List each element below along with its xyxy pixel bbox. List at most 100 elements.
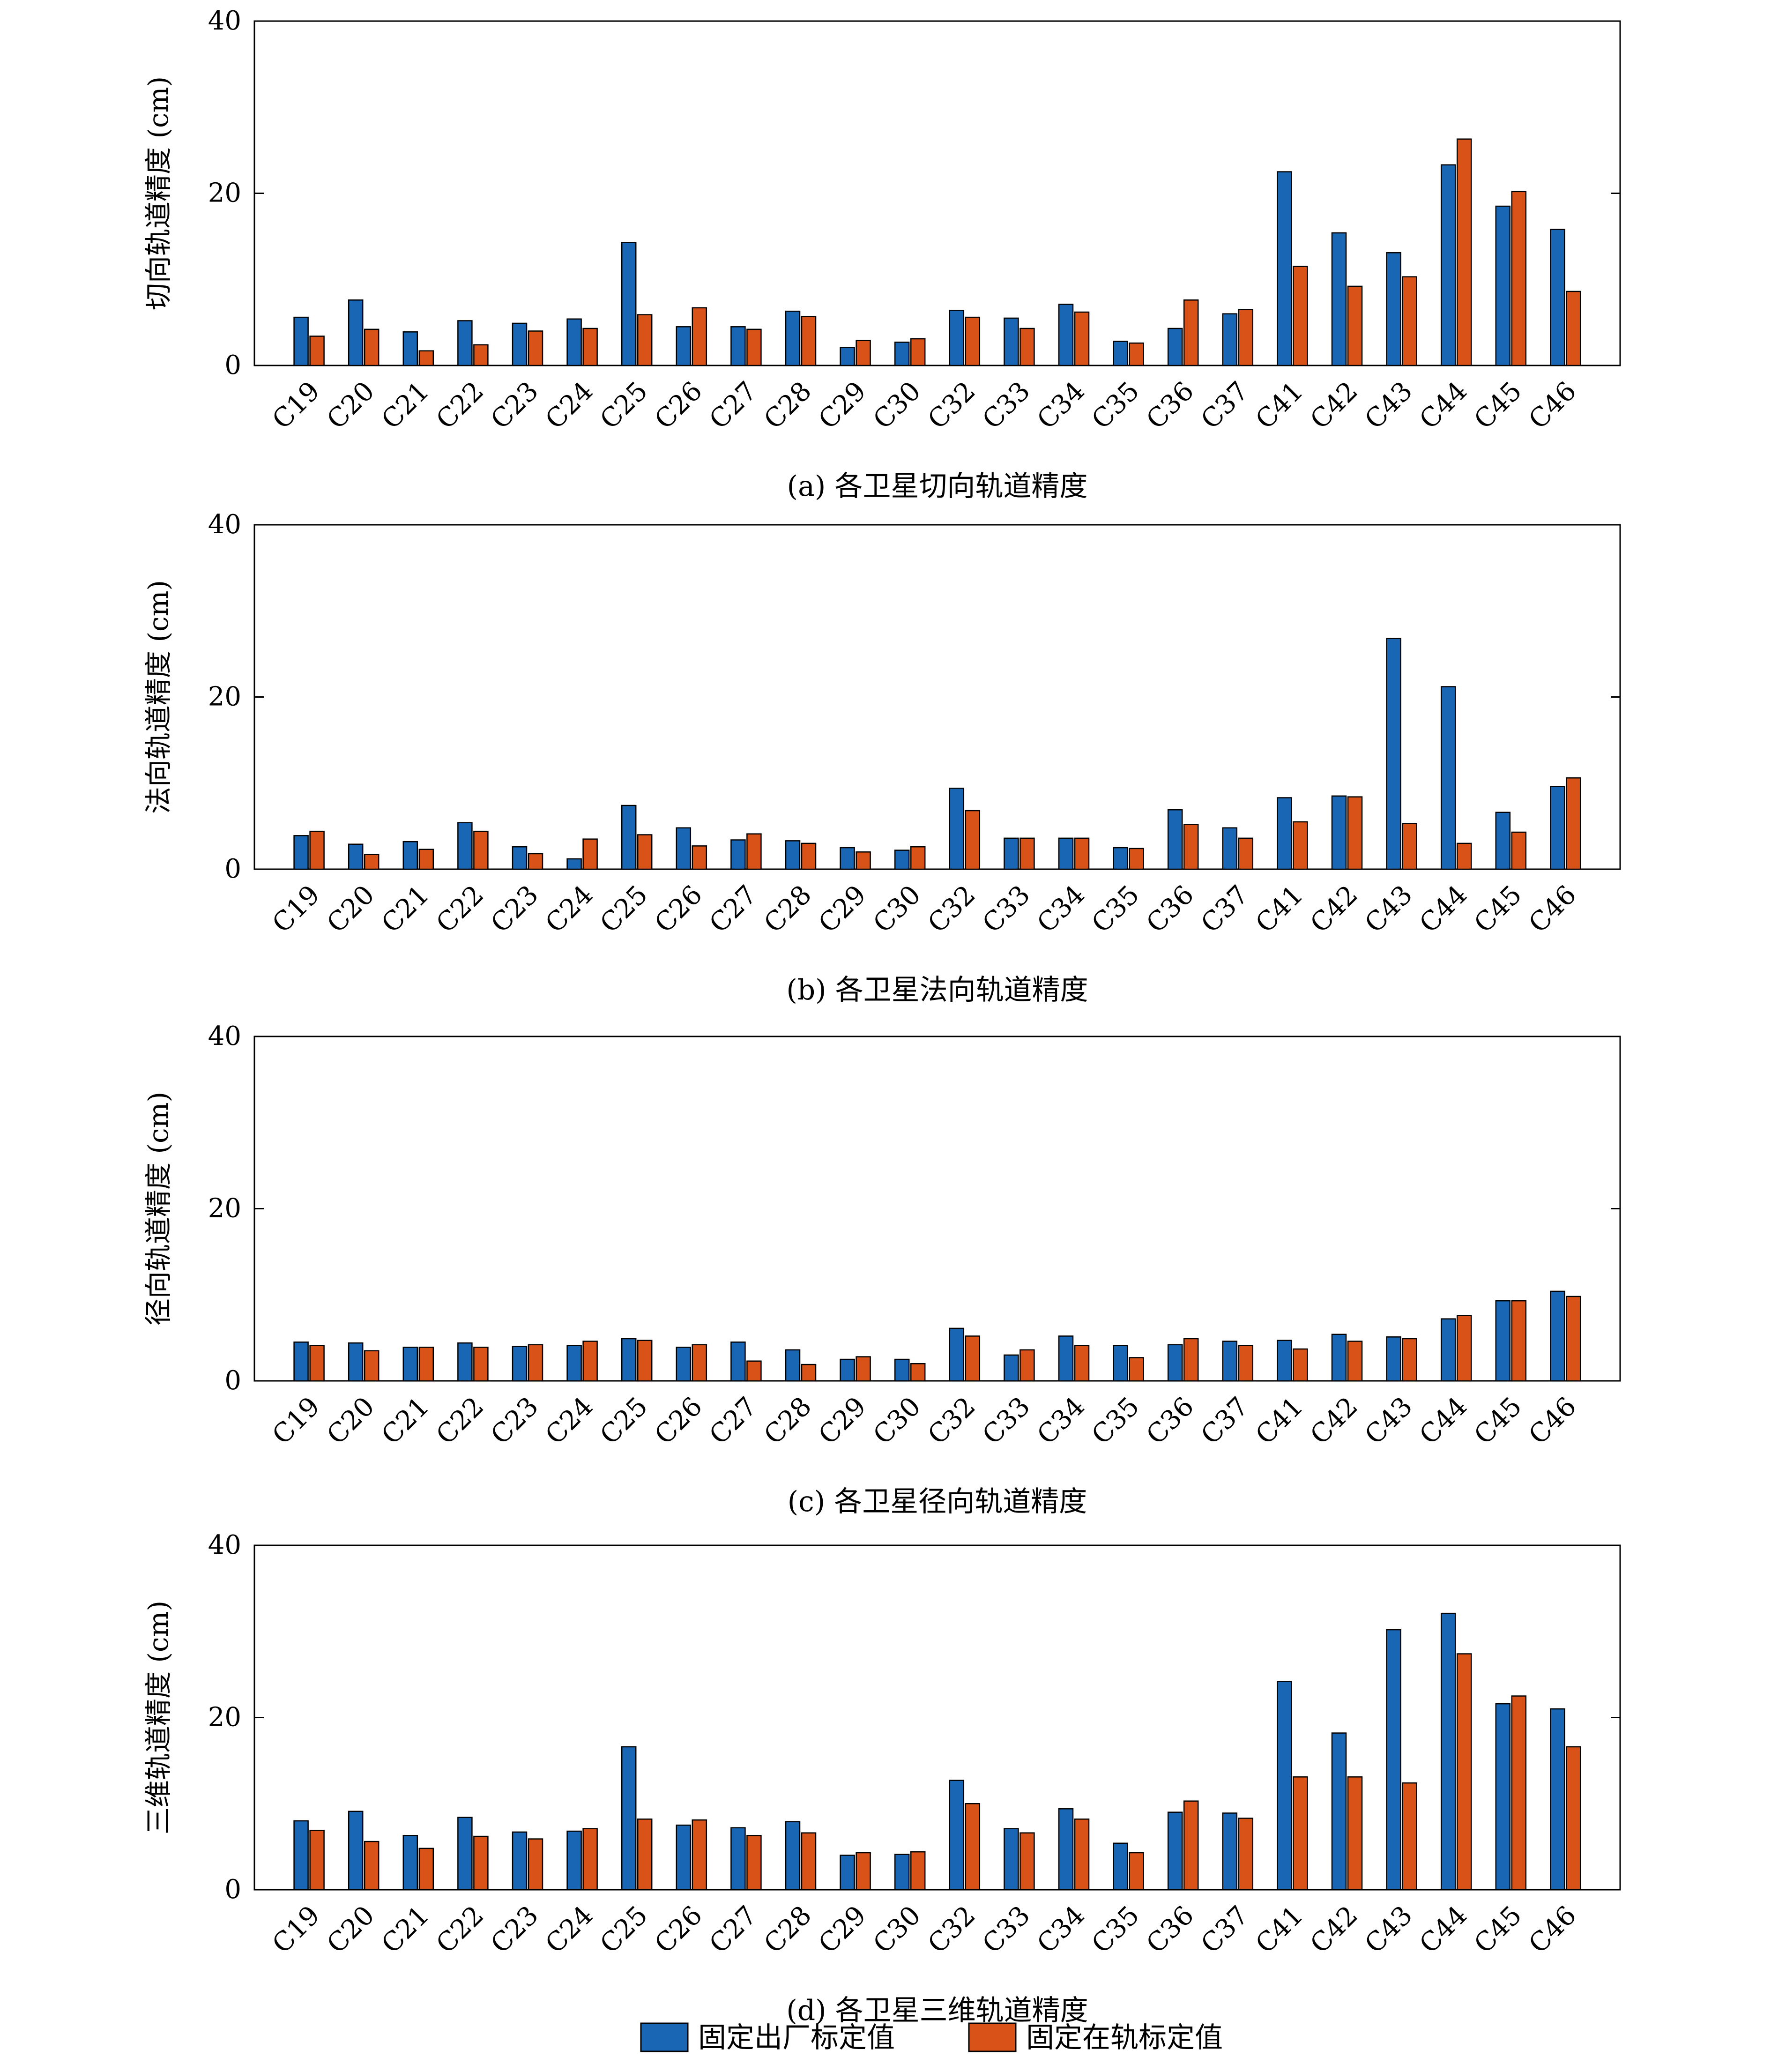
y-tick-label: 0 xyxy=(224,854,241,884)
x-tick-label: C45 xyxy=(1468,879,1528,939)
x-tick-label: C33 xyxy=(977,879,1036,939)
x-tick-label: C19 xyxy=(267,376,326,435)
bar-c43-series-1 xyxy=(1386,638,1401,870)
bar-c22-series-1 xyxy=(457,1342,473,1382)
chart-panel-3: 0 20 40 径向轨道精度 (cm) C19C20C21C22C23C24C25C26… xyxy=(142,1021,1621,1518)
bar-c46-series-1 xyxy=(1550,229,1565,366)
bar-c42-series-2 xyxy=(1347,285,1363,366)
bar-c29-series-2 xyxy=(856,1852,871,1891)
panel-caption: (c) 各卫星径向轨道精度 xyxy=(788,1485,1087,1518)
x-tick-label: C32 xyxy=(922,376,982,435)
x-tick-label: C35 xyxy=(1086,1900,1146,1960)
bar-c24-series-2 xyxy=(582,1341,598,1382)
bar-c37-series-2 xyxy=(1238,309,1254,366)
bar-c22-series-1 xyxy=(457,822,473,870)
bar-c19-series-1 xyxy=(293,1820,309,1891)
y-tick-label: 20 xyxy=(208,178,241,209)
y-tick-label: 0 xyxy=(224,1365,241,1396)
bar-c19-series-2 xyxy=(309,1829,325,1891)
bar-c34-series-1 xyxy=(1058,837,1074,870)
x-tick-label: C43 xyxy=(1359,1900,1419,1960)
bar-c25-series-2 xyxy=(637,314,653,366)
bar-c30-series-2 xyxy=(910,1851,926,1891)
x-tick-label: C46 xyxy=(1523,1900,1583,1960)
bar-c32-series-2 xyxy=(965,810,981,870)
x-tick-label: C46 xyxy=(1523,1391,1583,1451)
plot-frame xyxy=(253,1036,1621,1382)
x-tick-label: C44 xyxy=(1414,1900,1473,1960)
x-tick-label: C43 xyxy=(1359,1391,1419,1451)
x-tick-label: C23 xyxy=(485,1391,544,1451)
bar-c36-series-2 xyxy=(1183,1800,1199,1891)
bar-c24-series-1 xyxy=(566,858,582,870)
x-tick-label: C20 xyxy=(321,376,380,435)
x-tick-label: C34 xyxy=(1031,879,1091,939)
bar-c42-series-2 xyxy=(1347,796,1363,870)
x-tick-label: C35 xyxy=(1086,879,1146,939)
legend-swatch-2 xyxy=(968,2022,1017,2052)
bar-c28-series-2 xyxy=(801,1832,817,1891)
bar-c24-series-1 xyxy=(566,318,582,366)
bar-c20-series-2 xyxy=(364,1841,380,1891)
bar-c33-series-1 xyxy=(1004,837,1019,870)
bar-c33-series-2 xyxy=(1019,1349,1035,1382)
x-tick-label: C46 xyxy=(1523,376,1583,435)
x-tick-label: C41 xyxy=(1250,1391,1310,1451)
x-tick-label: C29 xyxy=(813,879,872,939)
bar-c33-series-2 xyxy=(1019,1832,1035,1891)
x-tick-label: C36 xyxy=(1140,879,1200,939)
x-tick-label: C22 xyxy=(431,376,490,435)
bar-c41-series-1 xyxy=(1277,1681,1292,1891)
bar-c42-series-1 xyxy=(1331,232,1347,366)
x-tick-label: C21 xyxy=(376,376,435,435)
chart-panel-4: 0 20 40 三维轨道精度 (cm) C19C20C21C22C23C24C25C26… xyxy=(142,1530,1621,2027)
bar-c44-series-1 xyxy=(1440,1612,1456,1891)
bar-c43-series-2 xyxy=(1402,1782,1417,1891)
x-tick-label: C43 xyxy=(1359,879,1419,939)
bar-c44-series-1 xyxy=(1440,1318,1456,1382)
bar-c26-series-2 xyxy=(692,1819,707,1891)
x-tick-label: C36 xyxy=(1140,376,1200,435)
x-tick-label: C27 xyxy=(704,879,763,939)
bar-c21-series-2 xyxy=(418,1848,434,1891)
bar-c42-series-2 xyxy=(1347,1341,1363,1382)
x-tick-label: C42 xyxy=(1304,1900,1364,1960)
x-tick-label: C25 xyxy=(594,879,654,939)
bar-c24-series-1 xyxy=(566,1345,582,1382)
x-tick-label: C44 xyxy=(1414,879,1473,939)
bar-c37-series-2 xyxy=(1238,1345,1254,1382)
bar-c26-series-1 xyxy=(676,1347,692,1382)
bar-c30-series-2 xyxy=(910,1363,926,1382)
x-tick-label: C37 xyxy=(1195,879,1255,939)
bar-c22-series-2 xyxy=(473,344,489,366)
bar-c44-series-2 xyxy=(1456,138,1472,366)
bar-c26-series-2 xyxy=(692,1344,707,1382)
x-tick-label: C20 xyxy=(321,879,380,939)
bar-c35-series-2 xyxy=(1129,848,1144,870)
bar-c28-series-1 xyxy=(785,1349,801,1382)
bar-c36-series-1 xyxy=(1167,1344,1183,1382)
bar-c42-series-1 xyxy=(1331,1732,1347,1891)
x-tick-label: C24 xyxy=(540,1900,599,1960)
bar-c44-series-2 xyxy=(1456,1315,1472,1382)
y-tick-label: 40 xyxy=(208,6,241,36)
bar-c25-series-1 xyxy=(621,1338,637,1382)
bar-c27-series-2 xyxy=(746,328,762,366)
x-tick-label: C30 xyxy=(867,1900,927,1960)
bar-c44-series-2 xyxy=(1456,842,1472,870)
x-tick-label: C27 xyxy=(704,1900,763,1960)
bar-c46-series-1 xyxy=(1550,1708,1565,1891)
bar-c37-series-1 xyxy=(1222,313,1238,366)
x-tick-label: C34 xyxy=(1031,376,1091,435)
bar-c25-series-1 xyxy=(621,241,637,366)
bar-c37-series-1 xyxy=(1222,1341,1238,1382)
bar-c21-series-2 xyxy=(418,1347,434,1382)
x-tick-label: C44 xyxy=(1414,1391,1473,1451)
y-tick-label: 20 xyxy=(208,1702,241,1733)
plot-frame xyxy=(253,524,1621,870)
bar-c28-series-2 xyxy=(801,842,817,870)
bar-c29-series-1 xyxy=(840,347,855,366)
y-tick-label: 0 xyxy=(224,350,241,380)
bar-c30-series-1 xyxy=(894,342,910,366)
